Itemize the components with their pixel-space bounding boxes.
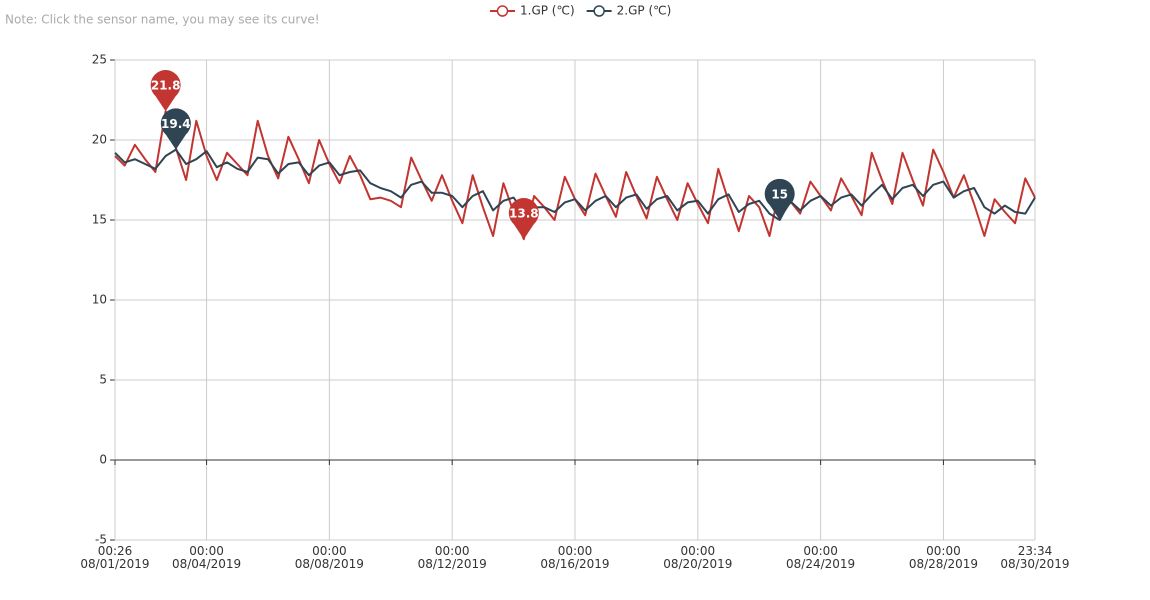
note: Note: Click the sensor name, you may see… bbox=[5, 13, 320, 27]
y-tick-label: 5 bbox=[99, 373, 107, 387]
legend-item[interactable]: 2.GP (℃) bbox=[586, 4, 672, 18]
y-tick-label: 10 bbox=[92, 293, 107, 307]
y-tick-label: 15 bbox=[92, 213, 107, 227]
y-tick-label: 25 bbox=[92, 53, 107, 67]
x-tick-label: 00:00 08/24/2019 bbox=[786, 544, 856, 571]
mark-point: 19.4 bbox=[160, 108, 191, 150]
legend-marker bbox=[593, 5, 605, 17]
x-tick-label: 00:26 08/01/2019 bbox=[80, 544, 150, 571]
pin bbox=[150, 70, 181, 112]
legend-marker bbox=[496, 5, 509, 17]
pin bbox=[764, 178, 795, 220]
y-tick-label: 0 bbox=[99, 453, 107, 467]
pin-label: 15 bbox=[771, 188, 788, 202]
legend-item[interactable]: 1.GP (℃) bbox=[490, 4, 575, 18]
pin bbox=[508, 198, 539, 240]
y-tick-label: 20 bbox=[92, 133, 107, 147]
x-tick-label: 00:00 08/04/2019 bbox=[171, 544, 242, 571]
legend-label: 2.GP (℃) bbox=[617, 4, 672, 18]
x-tick-label: 00:00 08/28/2019 bbox=[908, 544, 979, 571]
x-tick-label: 00:00 08/20/2019 bbox=[663, 544, 733, 571]
pin-label: 21.8 bbox=[151, 79, 181, 93]
mark-point: 21.8 bbox=[150, 70, 181, 112]
pin-label: 19.4 bbox=[161, 117, 191, 131]
mark-point: 13.8 bbox=[508, 198, 539, 240]
y-tick-label: -5 bbox=[95, 533, 107, 547]
x-tick-label: 23:34 08/30/2019 bbox=[1000, 544, 1070, 571]
series-line bbox=[114, 148, 1036, 221]
mark-point: 15 bbox=[764, 178, 795, 220]
x-tick-label: 00:00 08/08/2019 bbox=[294, 544, 364, 571]
legend-label: 1.GP (℃) bbox=[520, 4, 575, 18]
pin bbox=[160, 108, 191, 150]
x-tick-label: 00:00 08/12/2019 bbox=[417, 544, 487, 571]
pin-label: 13.8 bbox=[509, 207, 539, 221]
x-tick-label: 00:00 08/16/2019 bbox=[540, 544, 610, 571]
